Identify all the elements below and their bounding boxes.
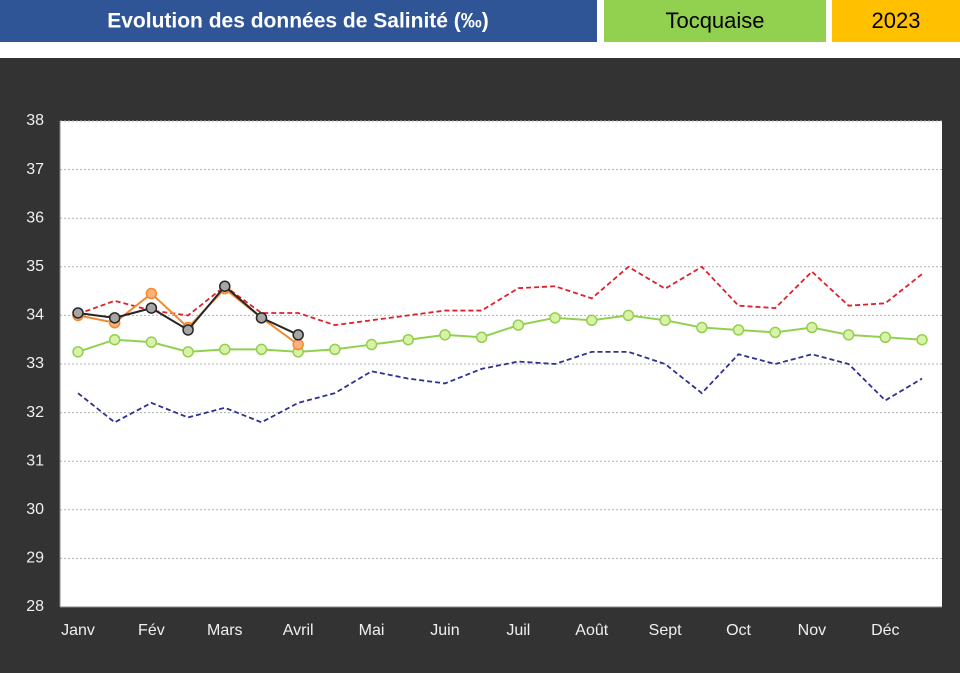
series-marker [549, 312, 561, 324]
y-tick-label: 30 [26, 501, 44, 518]
series-line [77, 265, 923, 327]
x-tick-label: Janv [61, 622, 95, 639]
y-tick-label: 28 [26, 598, 44, 615]
series-marker [292, 338, 304, 351]
x-tick-label: Mai [359, 622, 385, 639]
site-box [604, 0, 826, 42]
series-marker [769, 326, 781, 339]
series-marker [292, 329, 304, 341]
series-marker [182, 346, 194, 358]
series-marker [622, 309, 635, 322]
x-tick-label: Avril [283, 622, 314, 639]
series-marker [219, 343, 231, 356]
series-marker [512, 319, 525, 331]
y-tick-label: 31 [26, 452, 44, 469]
x-tick-label: Sept [649, 622, 682, 639]
series-marker [108, 333, 121, 346]
series-marker [255, 343, 268, 356]
y-tick-label: 36 [26, 209, 44, 226]
series-marker [806, 321, 818, 334]
series-marker [219, 280, 231, 292]
x-tick-label: Juil [506, 622, 530, 639]
series-marker [879, 331, 892, 344]
series-marker [732, 324, 745, 336]
x-tick-label: Oct [726, 622, 751, 639]
series-marker [145, 336, 158, 348]
series-marker [108, 312, 121, 324]
series-marker [255, 312, 268, 324]
site: Tocquaise [665, 8, 764, 33]
series-marker [842, 329, 855, 341]
x-tick-label: Déc [871, 622, 899, 639]
year-box [832, 0, 960, 42]
series-marker [585, 314, 598, 327]
series-marker [439, 329, 451, 341]
y-tick-label: 35 [26, 258, 44, 275]
x-tick-label: Nov [798, 622, 826, 639]
series-marker [402, 333, 415, 346]
series-marker [72, 307, 84, 319]
title-box [0, 0, 597, 42]
y-tick-label: 29 [26, 550, 44, 567]
year: 2023 [872, 8, 921, 33]
x-tick-label: Mars [207, 622, 243, 639]
series-marker [365, 338, 378, 351]
series-marker [145, 287, 158, 300]
marks [72, 265, 928, 424]
series-marker [916, 333, 928, 346]
y-tick-label: 32 [26, 404, 44, 421]
series-marker [329, 343, 341, 356]
series-marker [145, 302, 158, 314]
x-tick-label: Fév [138, 622, 165, 639]
series-marker [475, 331, 488, 344]
y-tick-label: 33 [26, 355, 44, 372]
series-marker [72, 346, 84, 358]
series-marker [182, 324, 194, 336]
series-line [77, 314, 923, 353]
series-marker [696, 321, 708, 334]
x-tick-label: Août [575, 622, 608, 639]
series-marker [659, 314, 671, 327]
series-line [77, 350, 923, 424]
y-tick-label: 34 [26, 307, 44, 324]
x-tick-label: Juin [430, 622, 459, 639]
y-tick-label: 38 [26, 112, 44, 129]
y-tick-label: 37 [26, 161, 44, 178]
title: Evolution des données de Salinité (‰) [107, 10, 489, 33]
